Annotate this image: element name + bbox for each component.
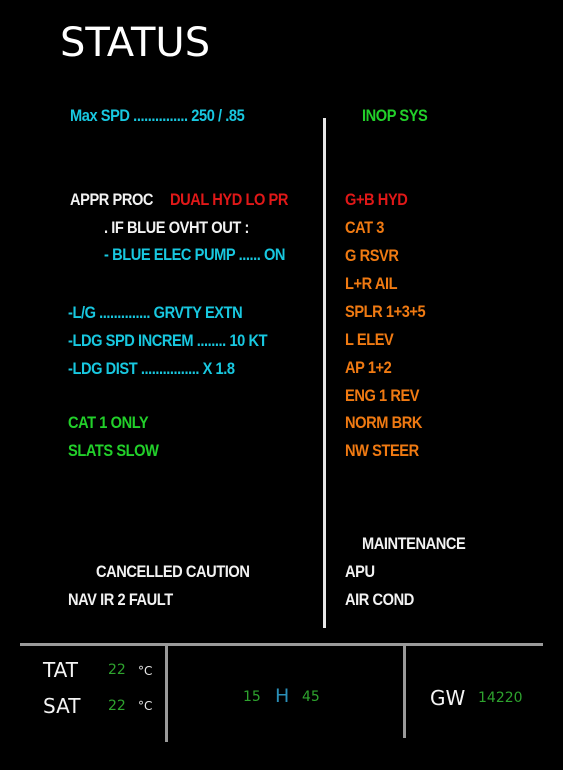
blue-elec-pump-line: - BLUE ELEC PUMP ...... ON (104, 245, 286, 264)
maintenance-item-apu: APU (345, 562, 375, 581)
gross-weight-label: GW (430, 686, 466, 710)
time-separator: H (275, 685, 290, 707)
inop-item-lr-ail: L+R AIL (345, 274, 398, 293)
footer-divider-right (403, 645, 406, 738)
inop-item-norm-brk: NORM BRK (345, 413, 422, 432)
approach-alert-text: DUAL HYD LO PR (170, 190, 288, 209)
landing-speed-increment-line: -LDG SPD INCREM ........ 10 KT (68, 331, 268, 350)
gross-weight-value: 14220 (478, 690, 523, 706)
footer-separator (20, 643, 543, 646)
cancelled-caution-header: CANCELLED CAUTION (96, 562, 250, 581)
inop-item-ap: AP 1+2 (345, 358, 392, 377)
inop-item-g-rsvr: G RSVR (345, 246, 399, 265)
inop-item-splr: SPLR 1+3+5 (345, 302, 426, 321)
tat-unit: °C (138, 664, 153, 678)
inop-item-eng1-rev: ENG 1 REV (345, 386, 420, 405)
inop-item-l-elev: L ELEV (345, 330, 394, 349)
maintenance-header: MAINTENANCE (362, 534, 466, 553)
inop-item-cat3: CAT 3 (345, 218, 385, 237)
tat-label: TAT (43, 658, 79, 682)
inop-item-gb-hyd: G+B HYD (345, 190, 408, 209)
approach-procedure-label: APPR PROC (70, 190, 154, 209)
sat-value: 22 (108, 698, 126, 714)
inop-item-nw-steer: NW STEER (345, 441, 419, 460)
max-speed-line: Max SPD ............... 250 / .85 (70, 106, 245, 125)
nav-ir2-fault-line: NAV IR 2 FAULT (68, 590, 173, 609)
tat-value: 22 (108, 662, 126, 678)
slats-slow-line: SLATS SLOW (68, 441, 159, 460)
maintenance-item-air-cond: AIR COND (345, 590, 414, 609)
landing-distance-line: -LDG DIST ................ X 1.8 (68, 359, 235, 378)
page-title: STATUS (60, 20, 211, 66)
sat-unit: °C (138, 699, 153, 713)
time-hours: 15 (243, 689, 261, 705)
sat-label: SAT (43, 694, 81, 718)
column-divider (323, 118, 326, 628)
time-minutes: 45 (302, 689, 320, 705)
cat1-only-line: CAT 1 ONLY (68, 413, 149, 432)
landing-gear-line: -L/G .............. GRVTY EXTN (68, 303, 243, 322)
footer-divider-left (165, 645, 168, 742)
inop-sys-header: INOP SYS (362, 106, 428, 125)
if-blue-ovht-line: . IF BLUE OVHT OUT : (104, 218, 249, 237)
